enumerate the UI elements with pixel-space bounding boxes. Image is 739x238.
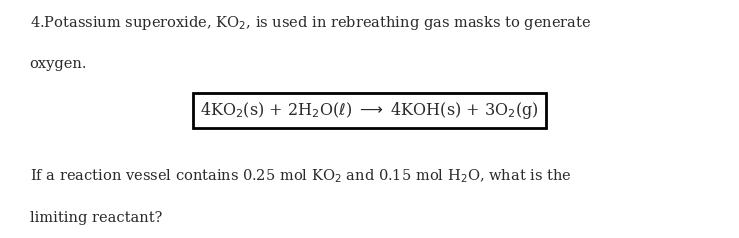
Text: limiting reactant?: limiting reactant? — [30, 211, 162, 225]
Text: oxygen.: oxygen. — [30, 57, 87, 71]
Text: 4.Potassium superoxide, KO$_2$, is used in rebreathing gas masks to generate: 4.Potassium superoxide, KO$_2$, is used … — [30, 14, 591, 32]
Text: 4KO$_2$(s) + 2H$_2$O($\ell$) $\longrightarrow$ 4KOH(s) + 3O$_2$(g): 4KO$_2$(s) + 2H$_2$O($\ell$) $\longright… — [200, 100, 539, 121]
Text: If a reaction vessel contains 0.25 mol KO$_2$ and 0.15 mol H$_2$O, what is the: If a reaction vessel contains 0.25 mol K… — [30, 168, 571, 185]
